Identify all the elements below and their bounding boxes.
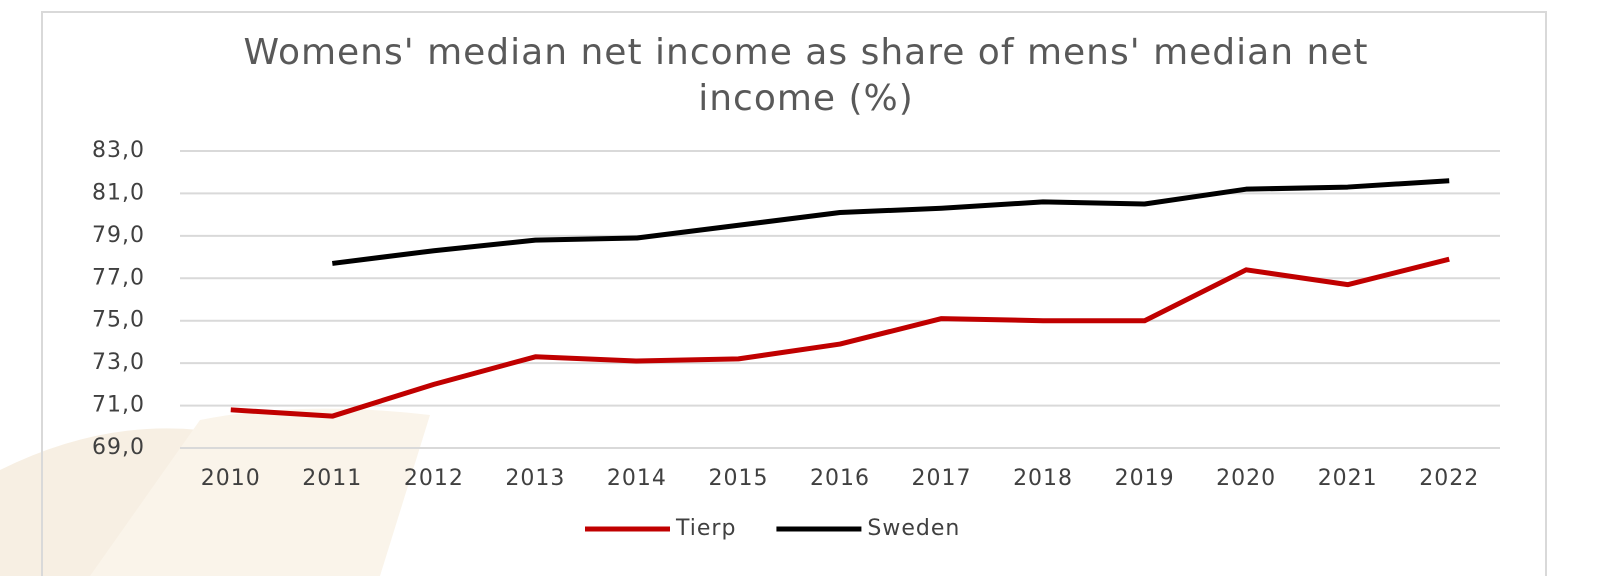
y-tick-label: 75,0 bbox=[92, 308, 145, 333]
y-tick-label: 73,0 bbox=[92, 350, 145, 375]
data-line bbox=[331, 178, 1450, 266]
y-tick-label: 77,0 bbox=[92, 265, 145, 290]
x-tick-label: 2020 bbox=[1216, 466, 1276, 491]
x-tick-label: 2013 bbox=[505, 466, 565, 491]
chart-frame bbox=[41, 11, 1547, 576]
background-decoration bbox=[90, 408, 430, 576]
y-tick-label: 79,0 bbox=[92, 223, 145, 248]
chart-title: Womens' median net income as share of me… bbox=[243, 32, 1369, 119]
y-tick-label: 83,0 bbox=[92, 138, 145, 163]
y-tick-label: 69,0 bbox=[92, 435, 145, 460]
x-tick-label: 2022 bbox=[1419, 466, 1479, 491]
x-tick-label: 2010 bbox=[201, 466, 261, 491]
x-tick-label: 2018 bbox=[1013, 466, 1073, 491]
y-tick-label: 71,0 bbox=[92, 393, 145, 418]
legend-label: Sweden bbox=[867, 516, 960, 541]
data-line bbox=[230, 256, 1450, 419]
x-tick-label: 2011 bbox=[302, 466, 362, 491]
y-tick-label: 81,0 bbox=[92, 180, 145, 205]
x-tick-label: 2014 bbox=[607, 466, 667, 491]
x-tick-label: 2021 bbox=[1318, 466, 1378, 491]
x-tick-label: 2015 bbox=[708, 466, 768, 491]
x-tick-label: 2016 bbox=[810, 466, 870, 491]
x-tick-label: 2017 bbox=[912, 466, 972, 491]
x-tick-label: 2019 bbox=[1115, 466, 1175, 491]
legend-label: Tierp bbox=[675, 516, 736, 541]
x-tick-label: 2012 bbox=[404, 466, 464, 491]
